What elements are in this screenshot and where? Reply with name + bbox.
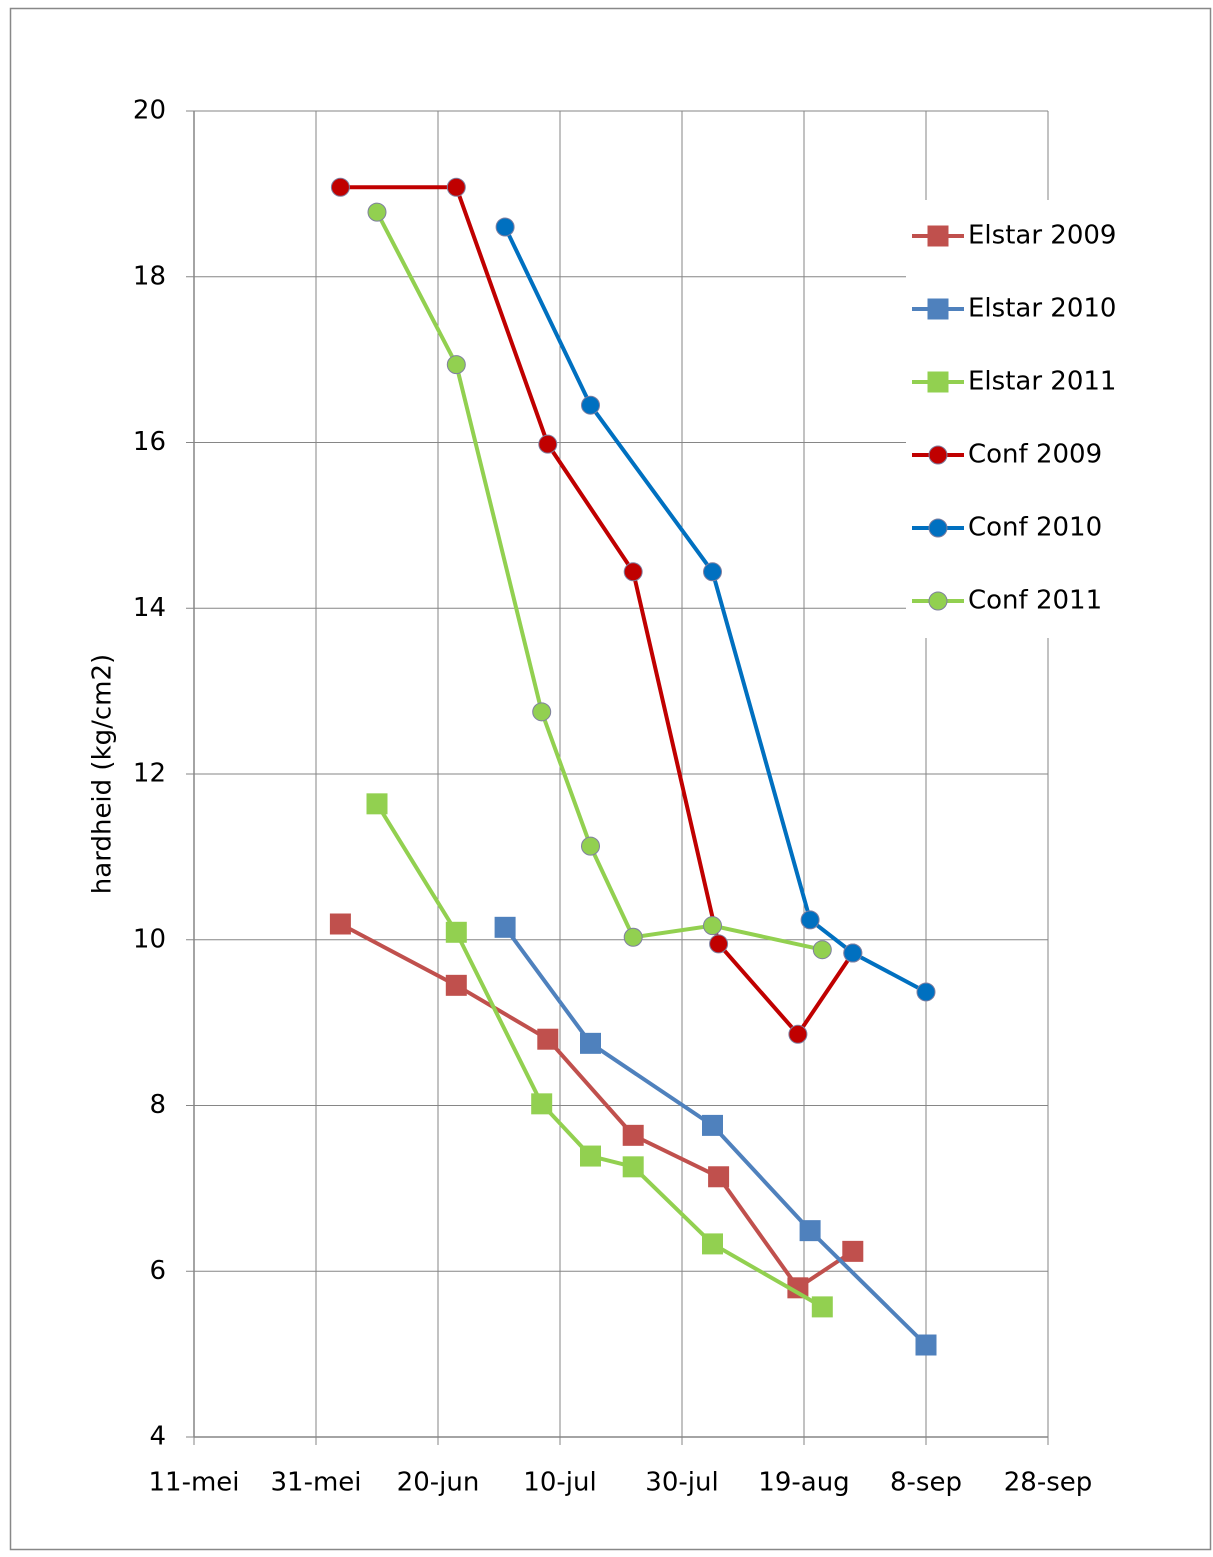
marker	[788, 1024, 808, 1044]
marker	[811, 1296, 833, 1318]
marker	[703, 916, 722, 936]
legend-label: Conf 2010	[968, 513, 1102, 543]
y-tick-label: 6	[149, 1256, 166, 1286]
y-tick-label: 10	[133, 924, 166, 954]
marker	[330, 177, 350, 197]
marker	[532, 702, 552, 722]
marker	[581, 836, 600, 856]
legend-label: Elstar 2010	[968, 294, 1116, 324]
marker	[446, 177, 466, 197]
legend-marker	[927, 371, 949, 393]
x-tick-label: 8-sep	[890, 1468, 962, 1498]
marker	[622, 1156, 644, 1178]
x-tick-label: 20-jun	[397, 1468, 480, 1498]
marker	[915, 1334, 937, 1356]
marker	[843, 943, 863, 963]
y-axis-label: hardheid (kg/cm2)	[88, 654, 118, 894]
marker	[538, 434, 558, 454]
marker	[580, 1032, 601, 1054]
x-tick-label: 19-aug	[758, 1468, 849, 1498]
legend-marker	[928, 445, 948, 465]
y-tick-label: 14	[133, 593, 166, 623]
marker	[702, 1233, 723, 1255]
marker	[495, 217, 515, 237]
marker	[446, 355, 466, 375]
legend-marker	[928, 518, 948, 538]
marker	[709, 934, 729, 954]
marker	[623, 927, 643, 947]
marker	[622, 1124, 644, 1146]
x-tick-label: 30-jul	[645, 1468, 718, 1498]
marker	[494, 916, 516, 938]
marker	[842, 1240, 864, 1262]
y-tick-label: 12	[133, 759, 166, 789]
legend-label: Conf 2011	[968, 586, 1102, 616]
marker	[799, 1220, 821, 1242]
y-tick-label: 18	[133, 261, 166, 291]
legend-marker	[928, 591, 948, 611]
legend-label: Conf 2009	[968, 440, 1102, 470]
marker	[366, 793, 388, 815]
marker	[581, 395, 600, 415]
marker	[708, 1166, 730, 1188]
marker	[702, 1114, 723, 1136]
legend-marker	[927, 298, 949, 320]
x-tick-label: 11-mei	[148, 1468, 239, 1498]
marker	[580, 1145, 601, 1167]
marker	[445, 974, 467, 996]
marker	[703, 562, 722, 582]
x-tick-label: 31-mei	[270, 1468, 361, 1498]
marker	[812, 940, 832, 960]
marker	[367, 202, 387, 222]
legend-label: Elstar 2009	[968, 221, 1116, 251]
marker	[531, 1093, 553, 1115]
marker	[800, 910, 820, 930]
series-line	[503, 226, 927, 994]
legend-marker	[927, 225, 949, 247]
marker	[537, 1028, 559, 1050]
marker	[623, 562, 643, 582]
marker	[916, 982, 936, 1002]
x-tick-label: 10-jul	[523, 1468, 596, 1498]
legend-label: Elstar 2011	[968, 367, 1116, 397]
marker	[329, 913, 351, 935]
marker	[445, 921, 467, 943]
y-tick-label: 16	[133, 427, 166, 457]
y-tick-label: 8	[149, 1090, 166, 1120]
x-tick-label: 28-sep	[1004, 1468, 1093, 1498]
legend-box	[906, 200, 1130, 638]
y-tick-label: 4	[149, 1422, 166, 1452]
y-tick-label: 20	[133, 96, 166, 126]
